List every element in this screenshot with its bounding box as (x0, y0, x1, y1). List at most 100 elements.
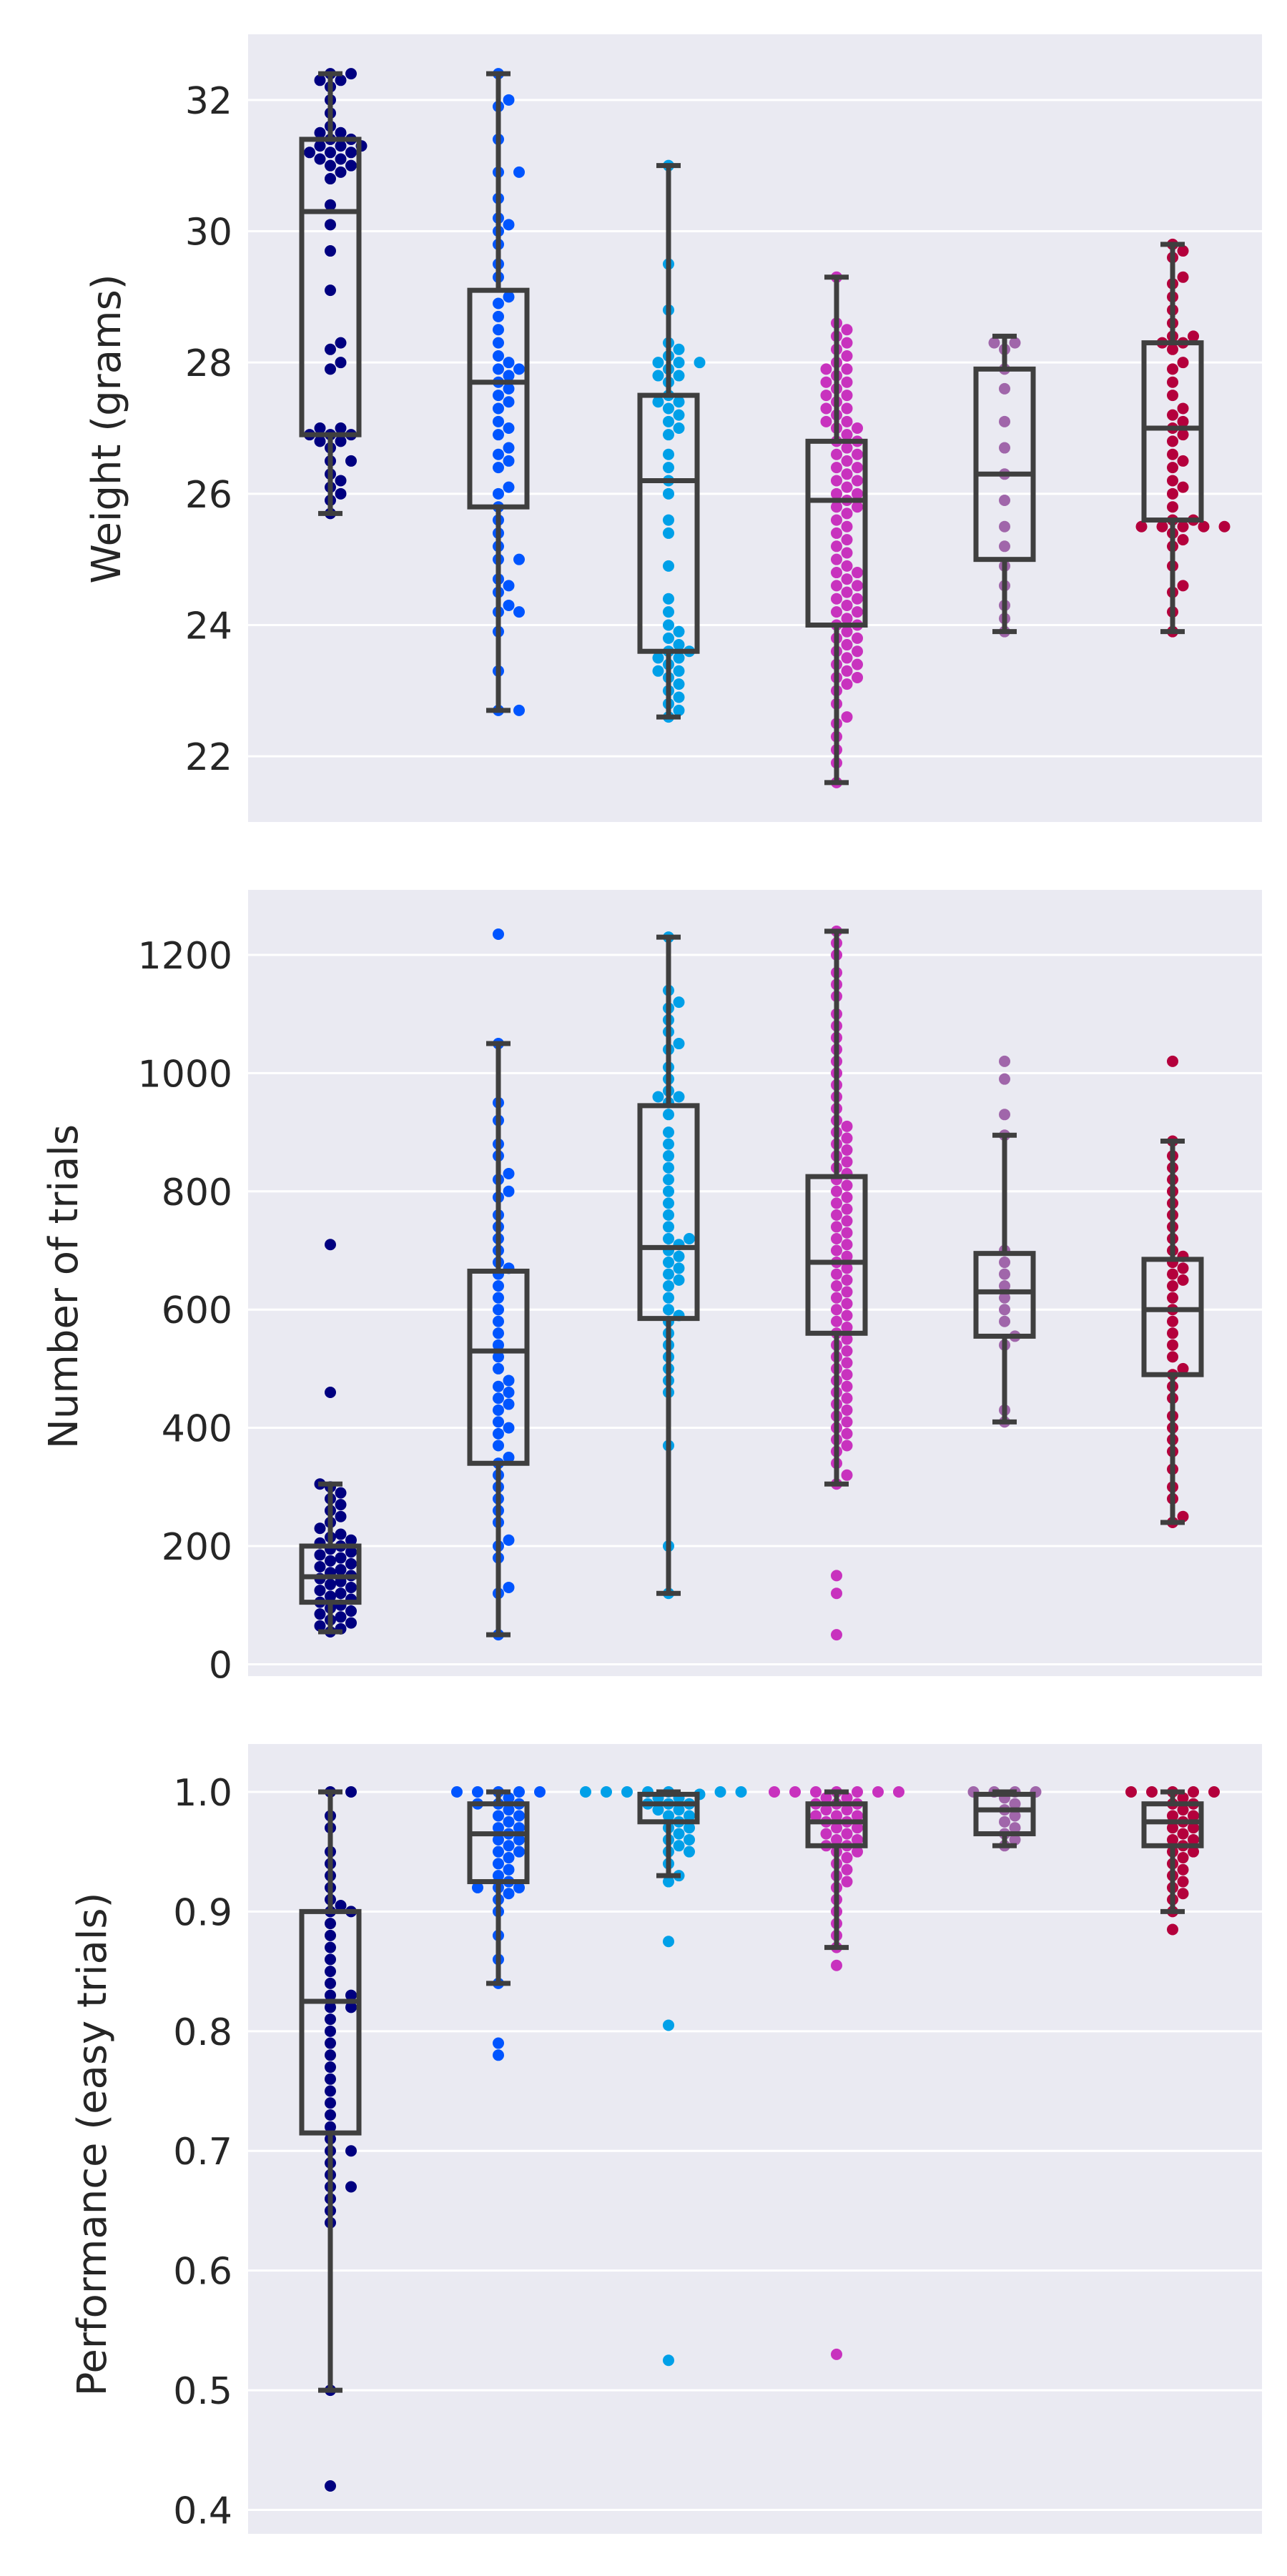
data-point (841, 1804, 853, 1816)
ytick-label: 600 (162, 1289, 232, 1332)
data-point (1177, 1828, 1189, 1840)
data-point (841, 1250, 853, 1262)
group-6 (1135, 238, 1231, 638)
data-point (673, 1828, 685, 1840)
data-point (503, 1387, 515, 1399)
data-point (493, 1280, 504, 1292)
data-point (345, 2181, 357, 2193)
data-point (831, 1833, 842, 1846)
data-point (1177, 357, 1189, 369)
data-point (493, 1292, 504, 1304)
data-point (345, 1605, 357, 1618)
data-point (999, 1304, 1010, 1316)
iqr-box (1141, 1801, 1204, 1848)
data-point (810, 1810, 822, 1822)
data-point (325, 1989, 336, 2001)
data-point (335, 435, 347, 447)
data-point (325, 284, 336, 297)
ytick-label: 1200 (138, 935, 232, 978)
data-point (493, 363, 504, 375)
data-point (493, 1339, 504, 1351)
data-point (1177, 1852, 1189, 1864)
data-point (663, 560, 674, 572)
data-point (841, 1333, 853, 1345)
data-point (831, 540, 842, 553)
performance-ylabel: Performance (easy trials) (69, 1893, 116, 2397)
data-point (503, 1534, 515, 1546)
ytick-label: 0.6 (173, 2251, 232, 2294)
data-point (841, 1828, 853, 1840)
data-point (1167, 343, 1178, 355)
data-point (663, 402, 674, 415)
data-point (841, 1286, 853, 1298)
data-point (852, 671, 863, 683)
plot-background (248, 34, 1262, 822)
data-point (893, 1785, 904, 1798)
data-point (999, 415, 1010, 427)
iqr-box (973, 1251, 1036, 1339)
data-point (503, 1792, 515, 1804)
data-point (831, 1185, 842, 1197)
data-point (999, 1268, 1010, 1280)
data-point (652, 370, 664, 382)
data-point (325, 2025, 336, 2037)
data-point (841, 613, 853, 625)
data-point (1177, 415, 1189, 427)
data-point (451, 1785, 463, 1798)
data-point (314, 1522, 326, 1535)
data-point (673, 691, 685, 703)
data-point (673, 639, 685, 651)
group-2 (451, 1785, 546, 2061)
group-4 (769, 1785, 904, 2360)
data-point (673, 1262, 685, 1274)
data-point (345, 68, 357, 80)
data-point (841, 1392, 853, 1405)
data-point (841, 1179, 853, 1192)
data-point (841, 1203, 853, 1215)
data-point (852, 1810, 863, 1822)
data-point (831, 1959, 842, 1971)
data-point (1177, 481, 1189, 493)
data-point (852, 462, 863, 474)
data-point (503, 1451, 515, 1463)
data-point (601, 1785, 612, 1798)
data-point (503, 481, 515, 493)
data-point (335, 357, 347, 369)
data-point (841, 1427, 853, 1440)
data-point (493, 337, 504, 349)
data-point (663, 1280, 674, 1292)
data-point (325, 1239, 336, 1251)
data-point (503, 1815, 515, 1828)
data-point (841, 547, 853, 559)
data-point (493, 402, 504, 415)
data-point (663, 462, 674, 474)
data-point (841, 534, 853, 546)
data-point (503, 1167, 515, 1179)
ytick-label: 0.5 (173, 2370, 232, 2413)
data-point (841, 665, 853, 677)
data-point (673, 370, 685, 382)
data-point (1009, 337, 1021, 349)
data-point (493, 390, 504, 402)
data-point (652, 357, 664, 369)
data-point (335, 166, 347, 178)
iqr-box (467, 287, 530, 510)
data-point (663, 1197, 674, 1209)
data-point (831, 527, 842, 539)
data-point (663, 429, 674, 441)
data-point (852, 632, 863, 644)
data-point (335, 487, 347, 500)
data-point (735, 1785, 747, 1798)
data-point (841, 429, 853, 441)
data-point (503, 1840, 515, 1852)
data-point (999, 1280, 1010, 1292)
data-point (503, 370, 515, 382)
data-point (314, 127, 326, 139)
data-point (663, 1174, 674, 1186)
data-point (335, 1564, 347, 1576)
trials-panel: Number of trials 0 200 400 600 800 1000 1200 (41, 890, 1262, 1687)
data-point (1167, 1923, 1178, 1936)
data-point (831, 1232, 842, 1244)
data-point (841, 1120, 853, 1132)
data-point (335, 140, 347, 152)
